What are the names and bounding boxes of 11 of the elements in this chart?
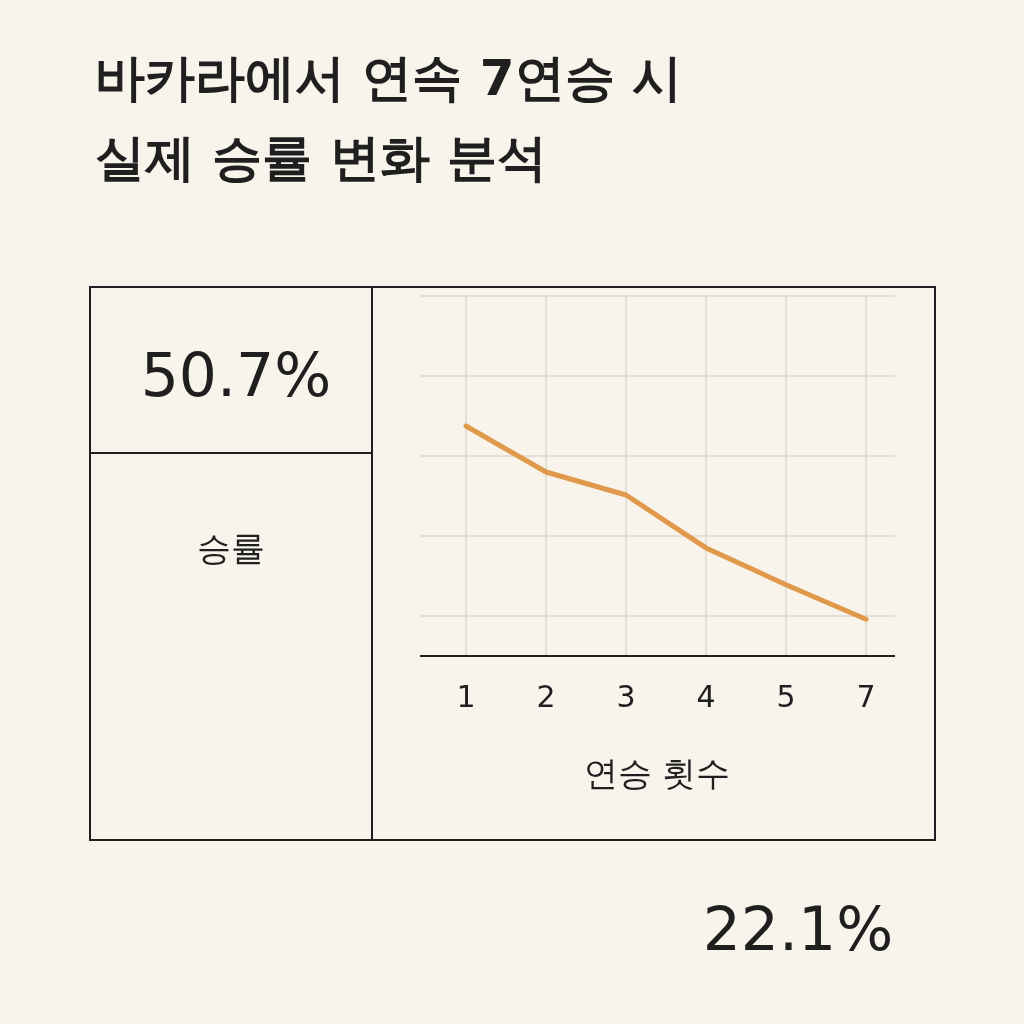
x-tick-label: 5 [776,679,796,714]
text: 22.1% [702,894,894,964]
text: 50.7% [140,340,332,410]
x-tick-label: 3 [616,679,636,714]
x-tick-label: 2 [536,679,556,714]
x-tick-label: 4 [696,679,716,714]
x-tick-label: 1 [456,679,476,714]
x-tick-label: 7 [856,679,876,714]
chart-title: 바카라에서 연속 7연승 시 실제 승률 변화 분석 [95,49,683,187]
y-axis-title: 승률 [197,528,265,568]
x-axis-title: 연승 횟수 [583,753,731,793]
